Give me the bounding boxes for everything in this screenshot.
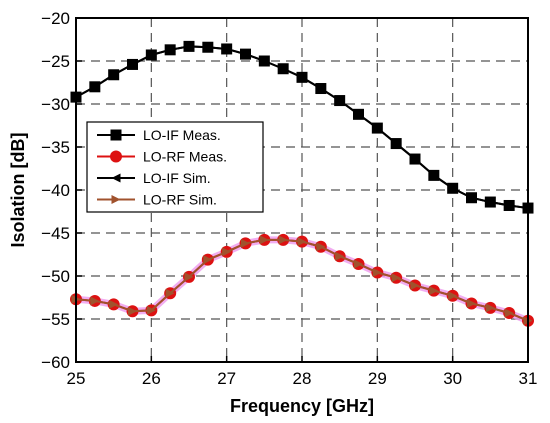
data-point <box>278 64 288 74</box>
data-point <box>222 44 232 54</box>
y-tick-label: −35 <box>41 138 70 157</box>
x-tick-label: 28 <box>293 369 312 388</box>
data-point <box>410 154 420 164</box>
y-tick-label: −20 <box>41 9 70 28</box>
legend-label: LO-RF Meas. <box>143 149 227 165</box>
y-tick-label: −30 <box>41 95 70 114</box>
series-layer <box>70 40 534 327</box>
data-point <box>203 255 213 265</box>
x-tick-label: 27 <box>217 369 236 388</box>
legend-label: LO-IF Meas. <box>143 127 221 143</box>
legend-marker <box>111 195 121 204</box>
data-point <box>372 123 382 133</box>
y-tick-label: −55 <box>41 310 70 329</box>
x-tick-label: 30 <box>443 369 462 388</box>
data-point <box>467 299 476 309</box>
legend-marker <box>111 173 121 183</box>
series-3 <box>71 41 533 213</box>
legend-item: LO-RF Meas. <box>97 149 227 165</box>
legend: LO-IF Meas. LO-RF Meas. LO-IF Sim. LO-RF Si… <box>86 121 264 213</box>
legend-item: LO-IF Meas. <box>97 127 221 143</box>
data-point <box>485 303 495 313</box>
data-point <box>241 49 250 59</box>
data-point <box>448 183 458 193</box>
data-point <box>278 235 288 245</box>
x-tick-label: 25 <box>67 369 86 388</box>
data-point <box>429 286 439 296</box>
x-tick-label: 26 <box>142 369 161 388</box>
data-point <box>203 42 213 52</box>
data-point <box>109 299 119 309</box>
data-point <box>316 84 326 94</box>
axis-ticks: 25 26 27 28 29 30 31 −20 −25 −30 −35 −40 −45 −50 −55 −6… <box>41 9 537 388</box>
data-point <box>354 259 363 269</box>
y-axis-title: Isolation [dB] <box>8 133 28 248</box>
data-point <box>146 50 156 60</box>
legend-marker <box>110 150 122 163</box>
x-axis-title: Frequency [GHz] <box>230 396 374 416</box>
data-point <box>109 70 119 80</box>
data-point <box>297 72 307 82</box>
data-point <box>429 170 439 180</box>
y-tick-label: −45 <box>41 224 70 243</box>
legend-item: LO-RF Sim. <box>97 192 217 208</box>
data-point <box>184 272 194 282</box>
data-point <box>241 238 250 248</box>
legend-label: LO-RF Sim. <box>143 192 217 208</box>
data-point <box>90 82 100 92</box>
data-point <box>128 59 137 69</box>
data-point <box>354 109 363 119</box>
y-tick-label: −25 <box>41 52 70 71</box>
data-point <box>146 305 156 315</box>
legend-marker <box>110 129 122 141</box>
data-point <box>222 247 232 257</box>
x-tick-label: 29 <box>368 369 387 388</box>
data-point <box>391 273 401 283</box>
data-point <box>184 41 194 51</box>
data-point <box>335 96 345 106</box>
data-point <box>504 200 514 210</box>
data-point <box>467 193 476 203</box>
data-point <box>259 56 269 66</box>
data-point <box>165 45 175 55</box>
series-4 <box>71 235 533 326</box>
data-point <box>410 280 420 290</box>
legend-item: LO-IF Sim. <box>97 170 211 186</box>
data-point <box>504 308 514 318</box>
data-point <box>90 296 100 306</box>
data-point <box>297 237 307 247</box>
y-tick-label: −50 <box>41 267 70 286</box>
data-point <box>335 251 345 261</box>
data-point <box>316 242 326 252</box>
data-point <box>165 288 175 298</box>
data-point <box>485 197 495 207</box>
data-point <box>128 306 137 316</box>
data-point <box>372 268 382 278</box>
legend-label: LO-IF Sim. <box>143 170 211 186</box>
data-point <box>448 291 458 301</box>
y-tick-label: −40 <box>41 181 70 200</box>
data-point <box>391 139 401 149</box>
x-tick-label: 31 <box>519 369 538 388</box>
data-point <box>259 235 269 245</box>
y-tick-label: −60 <box>41 353 70 372</box>
